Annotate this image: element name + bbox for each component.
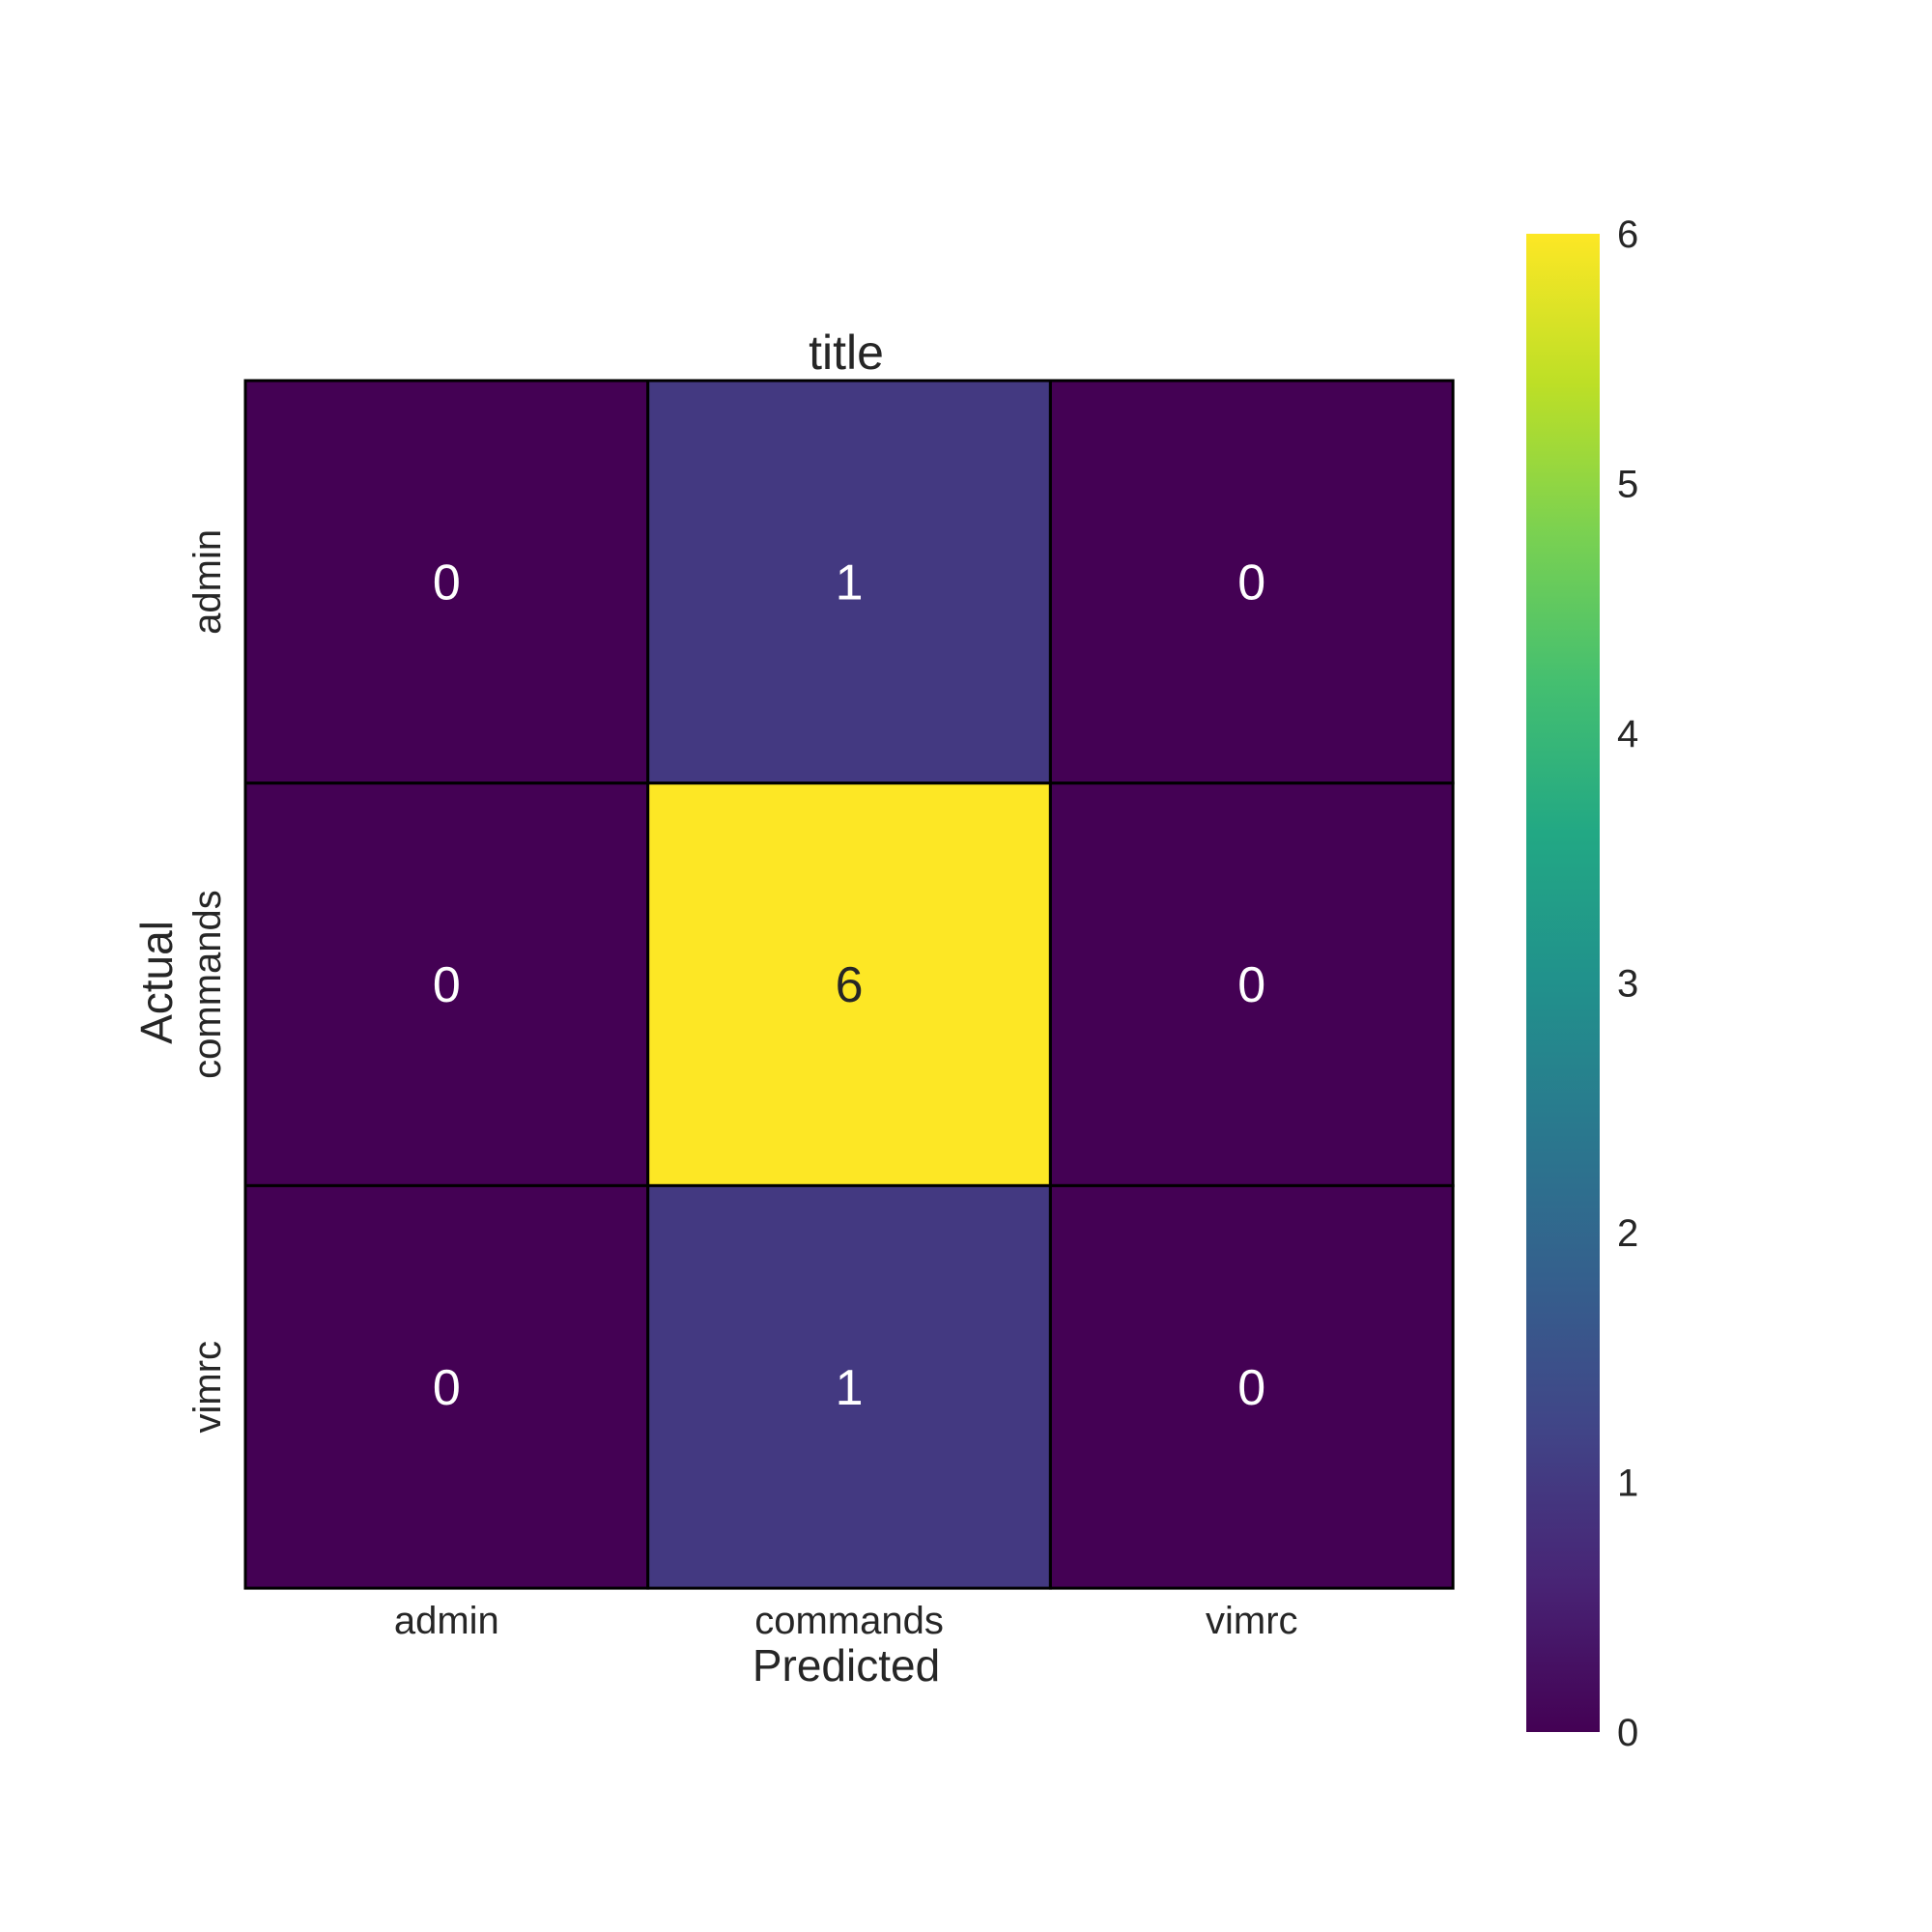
heatmap-cell — [1048, 1183, 1455, 1590]
x-tick-labels: admin commands vimrc — [394, 1600, 1298, 1642]
heatmap-cell — [646, 781, 1052, 1187]
heatmap-cells: 0 1 0 0 6 0 0 1 0 — [243, 379, 1455, 1590]
heatmap-cell — [646, 1183, 1052, 1590]
heatmap-cell — [646, 379, 1052, 785]
colorbar-tick-label: 5 — [1617, 464, 1638, 506]
y-tick-labels: admin commands vimrc — [186, 529, 229, 1434]
cell-value-label: 1 — [836, 1360, 864, 1416]
chart-title: title — [809, 326, 884, 380]
cell-value-label: 0 — [433, 1360, 461, 1416]
cell-value-label: 1 — [836, 554, 864, 611]
heatmap-cell — [243, 1183, 650, 1590]
x-axis-title: Predicted — [753, 1640, 940, 1690]
x-tick-label: commands — [754, 1600, 944, 1642]
y-axis-title: Actual — [131, 921, 182, 1044]
colorbar-tick-label: 2 — [1617, 1212, 1638, 1255]
x-tick-label: vimrc — [1206, 1600, 1298, 1642]
cell-value-label: 0 — [433, 957, 461, 1013]
heatmap-cell — [1048, 781, 1455, 1187]
colorbar-tick-labels: 0 1 2 3 4 5 6 — [1617, 213, 1638, 1754]
heatmap-cell — [243, 379, 650, 785]
heatmap-cell — [1048, 379, 1455, 785]
colorbar-tick-label: 4 — [1617, 713, 1638, 755]
heatmap-cell — [243, 781, 650, 1187]
colorbar-tick-label: 6 — [1617, 213, 1638, 256]
colorbar-tick-label: 3 — [1617, 963, 1638, 1006]
cell-value-label: 0 — [1237, 554, 1265, 611]
cell-value-label: 0 — [433, 554, 461, 611]
colorbar-tick-label: 1 — [1617, 1463, 1638, 1505]
x-tick-label: admin — [394, 1600, 499, 1642]
cell-value-label: 0 — [1237, 1360, 1265, 1416]
colorbar — [1526, 234, 1600, 1732]
y-tick-label: vimrc — [186, 1341, 229, 1434]
y-tick-label: commands — [186, 890, 229, 1079]
cell-value-label: 6 — [836, 957, 864, 1013]
y-tick-label: admin — [186, 529, 229, 635]
cell-value-label: 0 — [1237, 957, 1265, 1013]
colorbar-tick-label: 0 — [1617, 1712, 1638, 1754]
